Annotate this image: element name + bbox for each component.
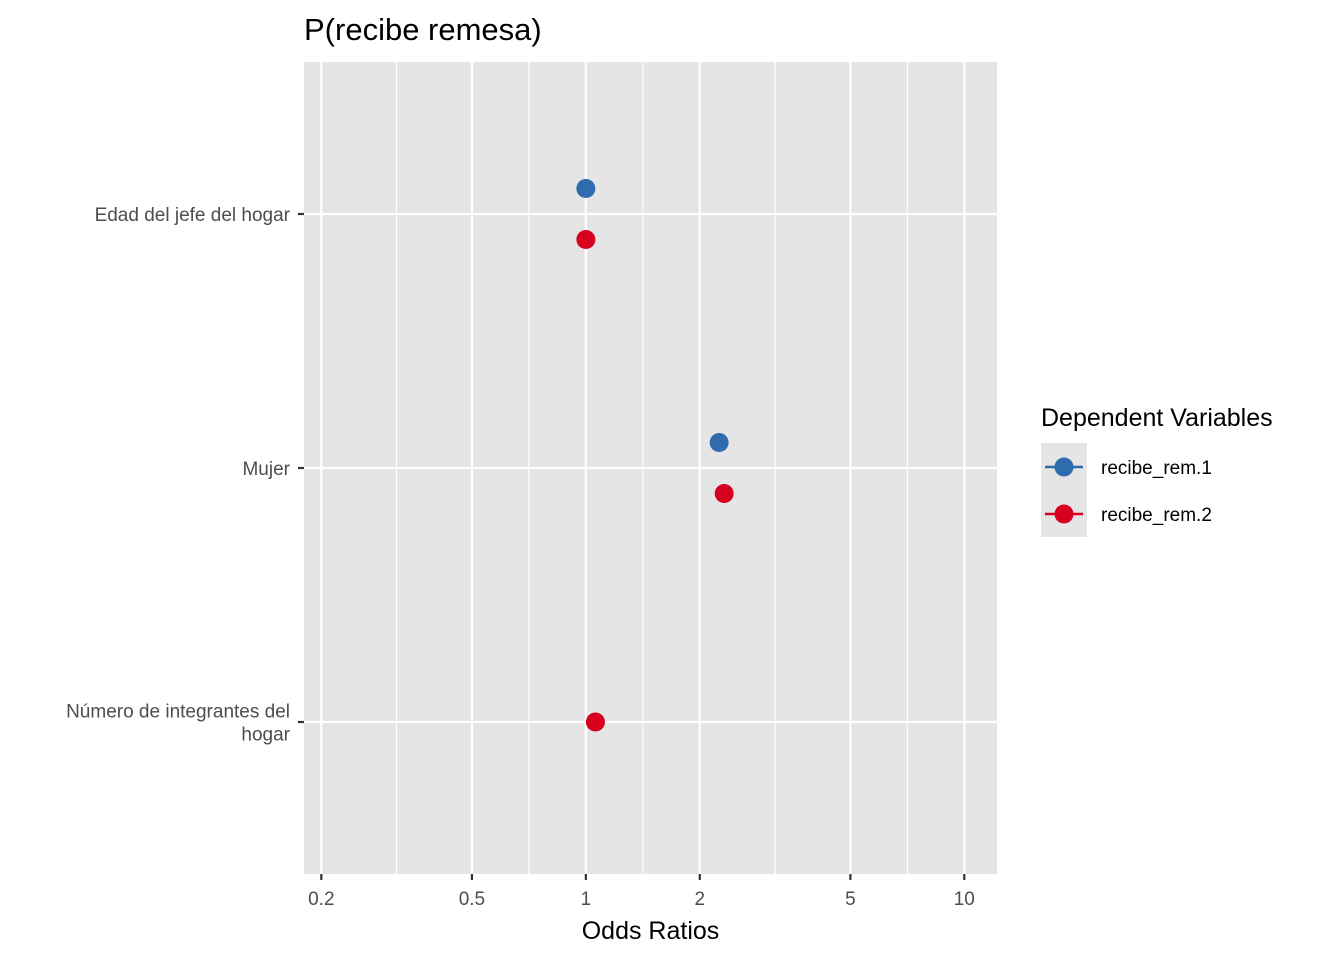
y-tick-label: Edad del jefe del hogar (95, 205, 291, 226)
legend-title: Dependent Variables (1041, 404, 1273, 432)
x-tick-label: 0.5 (459, 889, 485, 910)
data-point-recibe_rem.2 (585, 712, 605, 732)
legend-label: recibe_rem.2 (1101, 505, 1212, 526)
x-tick-label: 1 (581, 889, 592, 910)
y-axis: Edad del jefe del hogar Mujer Número de in… (66, 205, 304, 746)
x-axis-title: Odds Ratios (582, 917, 720, 945)
chart-title: P(recibe remesa) (304, 12, 542, 47)
data-point-recibe_rem.2 (714, 484, 734, 503)
legend-label: recibe_rem.1 (1101, 458, 1212, 479)
x-tick-label: 2 (694, 889, 705, 910)
x-tick-label: 0.2 (308, 889, 334, 910)
legend-key-point (1054, 457, 1074, 477)
x-tick-label: 10 (954, 889, 975, 910)
data-point-recibe_rem.1 (709, 433, 729, 452)
y-tick-label: Número de integrantes del hogar (66, 702, 291, 746)
x-tick-label: 5 (845, 889, 856, 910)
data-points (576, 179, 734, 732)
legend-key-point (1054, 504, 1074, 524)
data-point-recibe_rem.2 (576, 230, 596, 249)
data-point-recibe_rem.1 (576, 179, 596, 198)
y-tick-label: Mujer (242, 459, 290, 480)
legend: Dependent Variables recibe_rem.1 recibe_r… (1041, 404, 1273, 537)
x-axis: 0.2 0.5 1 2 5 10 (308, 874, 975, 910)
